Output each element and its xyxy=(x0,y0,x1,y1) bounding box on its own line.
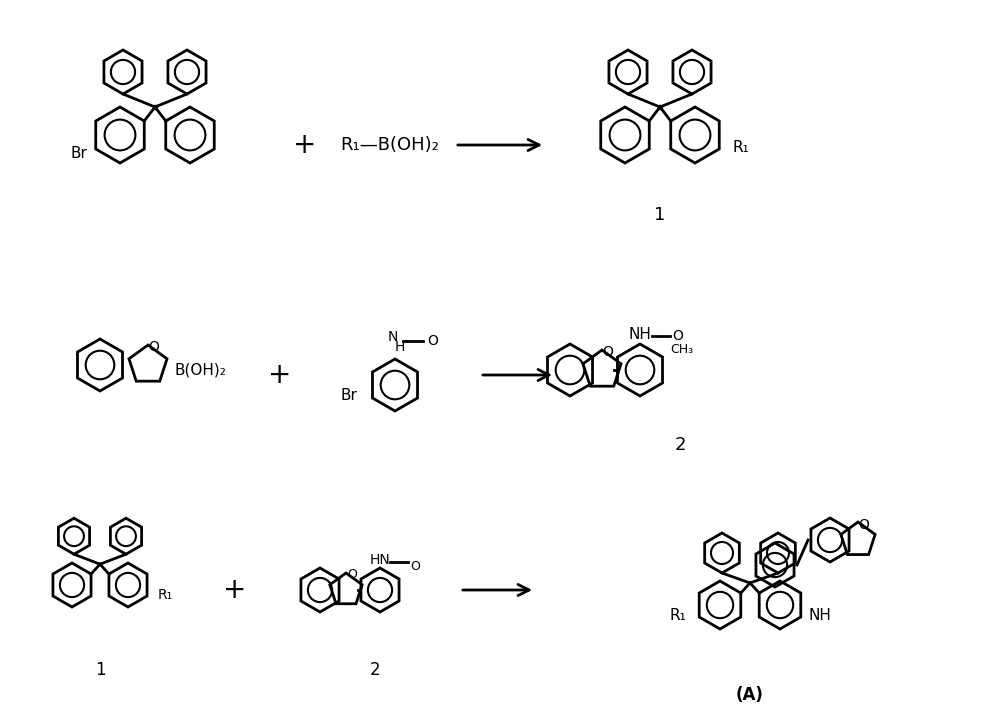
Text: 1: 1 xyxy=(654,206,666,224)
Text: 2: 2 xyxy=(370,661,380,679)
Text: HN: HN xyxy=(370,553,390,567)
Text: O: O xyxy=(347,568,357,581)
Text: R₁: R₁ xyxy=(669,608,686,623)
Text: R₁: R₁ xyxy=(158,588,173,602)
Text: O: O xyxy=(428,334,438,348)
Text: NH: NH xyxy=(809,608,832,623)
Text: O: O xyxy=(673,329,683,343)
Text: B(OH)₂: B(OH)₂ xyxy=(175,362,227,378)
Text: +: + xyxy=(268,361,292,389)
Text: 1: 1 xyxy=(95,661,105,679)
Text: O: O xyxy=(603,345,613,359)
Text: O: O xyxy=(859,518,869,532)
Text: +: + xyxy=(223,576,247,604)
Text: (A): (A) xyxy=(736,686,764,704)
Text: O: O xyxy=(410,560,420,573)
Text: CH₃: CH₃ xyxy=(670,342,694,355)
Text: 2: 2 xyxy=(674,436,686,454)
Text: R₁—B(OH)₂: R₁—B(OH)₂ xyxy=(341,136,439,154)
Text: NH: NH xyxy=(629,326,651,341)
Text: R₁: R₁ xyxy=(733,139,750,154)
Text: O: O xyxy=(149,340,159,354)
Text: H: H xyxy=(395,340,405,354)
Text: N: N xyxy=(388,330,398,344)
Text: +: + xyxy=(293,131,317,159)
Text: Br: Br xyxy=(340,387,357,402)
Text: Br: Br xyxy=(70,146,87,160)
